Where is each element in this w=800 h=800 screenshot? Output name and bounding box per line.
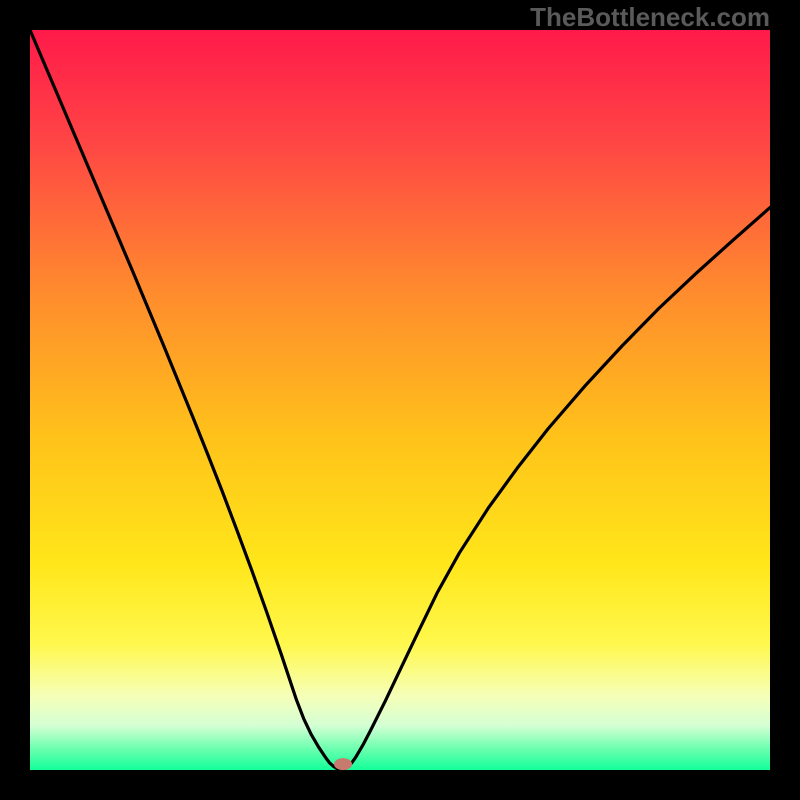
chart-svg xyxy=(0,0,800,800)
watermark-text: TheBottleneck.com xyxy=(530,2,770,33)
optimal-point-marker xyxy=(334,758,352,770)
plot-background xyxy=(30,30,770,770)
chart-container: TheBottleneck.com xyxy=(0,0,800,800)
